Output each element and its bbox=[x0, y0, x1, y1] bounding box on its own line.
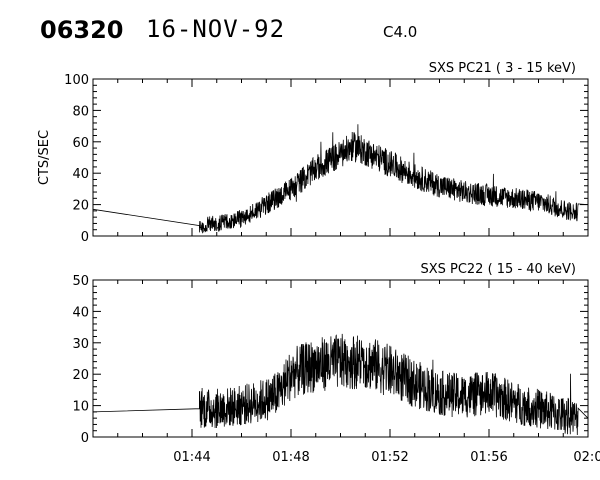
y-tick-label: 20 bbox=[72, 199, 89, 214]
series-line-1-1 bbox=[92, 124, 589, 234]
x-tick-label: 01:56 bbox=[470, 450, 507, 465]
y-tick-label: 60 bbox=[72, 136, 89, 151]
y-axis-label: CTS/SEC bbox=[37, 130, 52, 185]
y-tick-label: 0 bbox=[81, 230, 89, 245]
panel-title-1: SXS PC21 ( 3 - 15 keV) bbox=[429, 61, 576, 76]
y-tick-label: 100 bbox=[64, 73, 89, 88]
event-date: 16-NOV-92 bbox=[146, 15, 286, 43]
y-tick-label: 80 bbox=[72, 104, 89, 119]
y-tick-label: 30 bbox=[72, 337, 89, 352]
series-line-2-1 bbox=[92, 333, 589, 436]
x-tick-label: 01:52 bbox=[371, 450, 408, 465]
y-tick-label: 10 bbox=[72, 400, 89, 415]
panel-title-2: SXS PC22 ( 15 - 40 keV) bbox=[420, 262, 576, 277]
event-id: 06320 bbox=[40, 16, 124, 44]
y-tick-label: 40 bbox=[72, 305, 89, 320]
y-tick-label: 20 bbox=[72, 368, 89, 383]
x-tick-label: 01:44 bbox=[173, 450, 210, 465]
x-tick-label: 01:48 bbox=[272, 450, 309, 465]
y-tick-label: 40 bbox=[72, 167, 89, 182]
y-tick-label: 50 bbox=[72, 274, 89, 289]
x-tick-label: 02:0 bbox=[573, 450, 600, 465]
flare-class: C4.0 bbox=[383, 23, 418, 41]
y-tick-label: 0 bbox=[81, 431, 89, 446]
